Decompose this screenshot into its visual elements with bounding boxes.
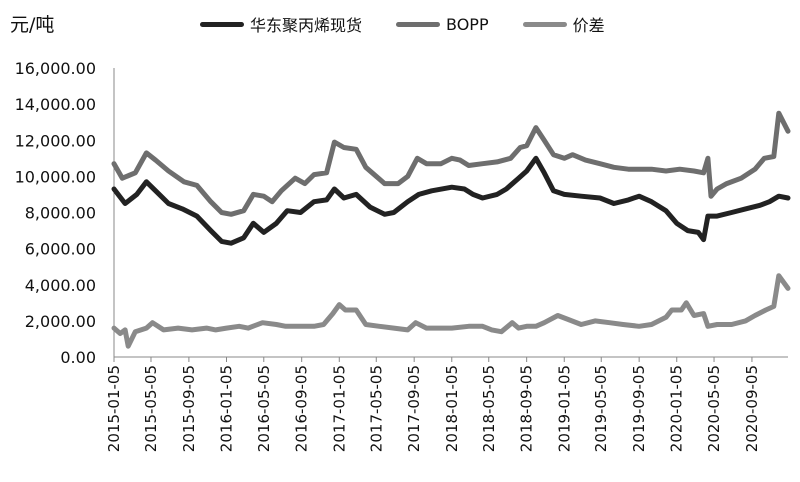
legend-swatch-spread: [522, 21, 567, 27]
y-tick-label: 0.00: [60, 348, 96, 367]
series-line-2: [111, 273, 791, 349]
x-tick-label: 2015-09-05: [180, 365, 198, 452]
legend-swatch-spot: [200, 21, 244, 27]
x-tick-label: 2019-01-05: [555, 365, 573, 452]
legend-swatch-bopp: [396, 21, 441, 27]
x-tick-label: 2020-09-05: [743, 365, 761, 452]
x-tick-label: 2015-01-05: [105, 365, 123, 452]
x-tick-label: 2016-09-05: [293, 365, 311, 452]
legend-item-bopp: BOPP: [396, 12, 489, 36]
series-line-0: [111, 155, 791, 246]
y-tick-label: 12,000.00: [15, 131, 96, 150]
x-tick-label: 2019-09-05: [630, 365, 648, 452]
y-tick-label: 10,000.00: [15, 167, 96, 186]
y-tick-label: 8,000.00: [25, 204, 96, 223]
chart-legend: 华东聚丙烯现货 BOPP 价差: [200, 12, 605, 36]
legend-item-spot: 华东聚丙烯现货: [200, 12, 362, 36]
x-tick-label: 2018-05-05: [480, 365, 498, 452]
y-tick-label: 2,000.00: [25, 312, 96, 331]
x-tick-label: 2018-09-05: [518, 365, 536, 452]
x-tick-label: 2020-05-05: [705, 365, 723, 452]
legend-label-spread: 价差: [572, 16, 605, 35]
y-tick-label: 14,000.00: [15, 95, 96, 114]
y-tick-label: 16,000.00: [15, 59, 96, 78]
series-line-1: [111, 110, 791, 217]
legend-label-bopp: BOPP: [446, 14, 489, 34]
y-tick-label: 6,000.00: [25, 240, 96, 259]
x-tick-label: 2015-05-05: [142, 365, 160, 452]
x-tick-label: 2019-05-05: [592, 365, 610, 452]
x-tick-label: 2017-05-05: [367, 365, 385, 452]
legend-item-spread: 价差: [522, 12, 605, 36]
x-tick-label: 2016-05-05: [255, 365, 273, 452]
x-tick-label: 2018-01-05: [443, 365, 461, 452]
x-tick-label: 2017-01-05: [330, 365, 348, 452]
x-tick-label: 2016-01-05: [217, 365, 235, 452]
x-tick-label: 2020-01-05: [668, 365, 686, 452]
x-tick-label: 2017-09-05: [405, 365, 423, 452]
y-tick-label: 4,000.00: [25, 276, 96, 295]
legend-label-spot: 华东聚丙烯现货: [250, 16, 363, 35]
y-axis-unit-label: 元/吨: [10, 14, 55, 36]
